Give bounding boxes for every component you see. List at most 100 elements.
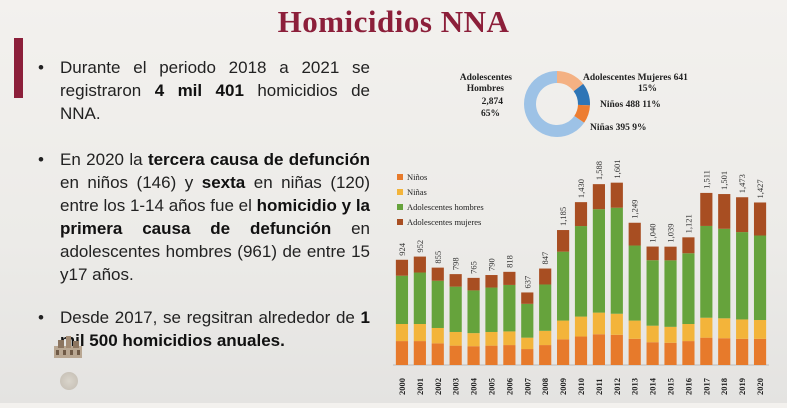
bar-segment-0	[753, 338, 767, 365]
bullet-plain-text: Durante el periodo 2018 a 2021 se regist…	[60, 58, 370, 100]
bar-segment-3	[646, 246, 659, 261]
bar-segment-1	[700, 317, 713, 338]
bar-total-label: 790	[486, 258, 496, 271]
bar-segment-1	[682, 324, 695, 342]
x-tick-label: 2020	[755, 378, 765, 395]
bar-segment-1	[718, 318, 731, 339]
bullet-bold-text: homicidio y la primera causa de defunció…	[60, 196, 370, 238]
bar-total-label: 1,249	[630, 200, 640, 219]
bar-segment-2	[736, 232, 749, 320]
bar-total-label: 1,511	[701, 170, 711, 189]
bar-total-label: 798	[451, 257, 461, 270]
bar-segment-0	[413, 341, 426, 365]
bullet-text: Durante el periodo 2018 a 2021 se regist…	[60, 58, 370, 123]
bar-segment-0	[718, 338, 731, 365]
bar-segment-2	[395, 275, 409, 324]
x-tick-label: 2005	[486, 378, 496, 395]
bar-total-label: 952	[415, 240, 425, 253]
bar-segment-2	[718, 228, 731, 319]
x-tick-label: 2002	[433, 378, 443, 395]
bar-segment-1	[449, 331, 462, 346]
bar-segment-1	[574, 316, 588, 337]
bar-segment-0	[395, 341, 409, 365]
bullet-bold-text: tercera causa de defunción	[147, 150, 370, 169]
bar-total-label: 1,121	[683, 214, 693, 233]
bullet-bold-text: 4 mil 401	[154, 81, 244, 100]
bar-segment-2	[431, 280, 444, 328]
bullet-dot: •	[38, 308, 44, 327]
x-tick-label: 2019	[737, 378, 747, 395]
bar-segment-3	[557, 230, 570, 252]
bar-segment-3	[413, 256, 426, 273]
legend-swatch	[397, 189, 403, 195]
bar-segment-0	[736, 338, 749, 365]
donut-label: Adolescentes	[460, 73, 512, 83]
bullet-plain-text: en niñas (120) entre los 1-14 años fue e…	[60, 173, 370, 215]
bar-total-label: 924	[397, 242, 407, 256]
x-tick-label: 2004	[469, 377, 479, 395]
bullet-plain-text: en adolescentes hombres (961) de entre 1…	[60, 219, 370, 284]
bar-segment-3	[503, 271, 516, 285]
bullet-item: • En 2020 la tercera causa de defunción …	[30, 148, 370, 286]
bar-segment-0	[628, 338, 641, 365]
bullet-bold-text: 1 mil 500 homicidios anuales.	[60, 308, 370, 350]
x-tick-label: 2000	[397, 378, 407, 395]
bar-segment-1	[557, 320, 570, 340]
accent-bar	[14, 38, 23, 98]
donut-label: Hombres	[467, 84, 505, 94]
bar-segment-2	[592, 209, 605, 313]
bar-total-label: 1,588	[594, 161, 604, 180]
x-tick-label: 2013	[630, 378, 640, 395]
donut-slice-adolescentes-mujeres	[556, 71, 584, 92]
bar-segment-1	[431, 327, 444, 344]
bar-segment-1	[539, 330, 552, 346]
bar-total-label: 1,039	[666, 224, 676, 243]
bar-segment-3	[521, 292, 534, 304]
bar-segment-2	[664, 260, 677, 327]
bar-total-label: 637	[522, 276, 532, 289]
bullet-item: • Desde 2017, se regsitran alrededor de …	[30, 306, 370, 352]
bar-segment-0	[664, 342, 677, 365]
bar-segment-3	[431, 267, 444, 281]
bar-total-label: 818	[504, 255, 514, 268]
bar-segment-2	[485, 287, 498, 332]
x-tick-label: 2016	[683, 378, 693, 395]
bar-segment-0	[557, 339, 570, 365]
seal-icon	[60, 372, 78, 390]
bar-segment-0	[431, 343, 444, 365]
bar-segment-2	[610, 207, 623, 314]
bullet-text: En 2020 la tercera causa de defunción en…	[60, 150, 370, 284]
bar-segment-3	[664, 246, 677, 261]
bar-segment-1	[503, 331, 516, 346]
bar-total-label: 1,601	[612, 160, 622, 179]
bar-segment-3	[395, 259, 409, 276]
legend-label: Adolescentes mujeres	[407, 217, 481, 227]
donut-label: 15%	[638, 84, 657, 94]
bar-segment-3	[753, 202, 767, 236]
bar-segment-3	[718, 194, 731, 229]
bar-segment-2	[682, 253, 695, 324]
x-tick-label: 2010	[576, 378, 586, 395]
bullet-item: • Durante el periodo 2018 a 2021 se regi…	[30, 56, 370, 125]
legend-label: Adolescentes hombres	[407, 202, 484, 212]
bar-segment-3	[592, 184, 605, 210]
stacked-bar-chart: 924 2000 952 2001 855 2002 798 2003 765 2004 790 20…	[385, 160, 785, 403]
bar-total-label: 1,501	[719, 171, 729, 190]
legend-swatch	[397, 174, 403, 180]
bar-segment-3	[449, 274, 462, 287]
bar-segment-1	[395, 324, 409, 342]
bar-segment-1	[521, 337, 534, 350]
bullet-text: Desde 2017, se regsitran alrededor de 1 …	[60, 308, 370, 350]
donut-chart: Adolescentes Hombres 2,874 65% Adolescentes …	[460, 66, 787, 142]
legend-swatch	[397, 204, 403, 210]
x-tick-label: 2007	[522, 377, 532, 395]
x-tick-label: 2012	[612, 378, 622, 395]
bar-segment-2	[646, 260, 659, 326]
bullet-plain-text: en niños (146) y	[60, 173, 202, 192]
bar-segment-3	[610, 182, 623, 208]
bar-segment-0	[700, 337, 713, 365]
x-tick-label: 2009	[558, 378, 568, 395]
bar-segment-0	[449, 345, 462, 365]
bar-segment-2	[413, 272, 426, 324]
bar-segment-0	[574, 336, 588, 365]
